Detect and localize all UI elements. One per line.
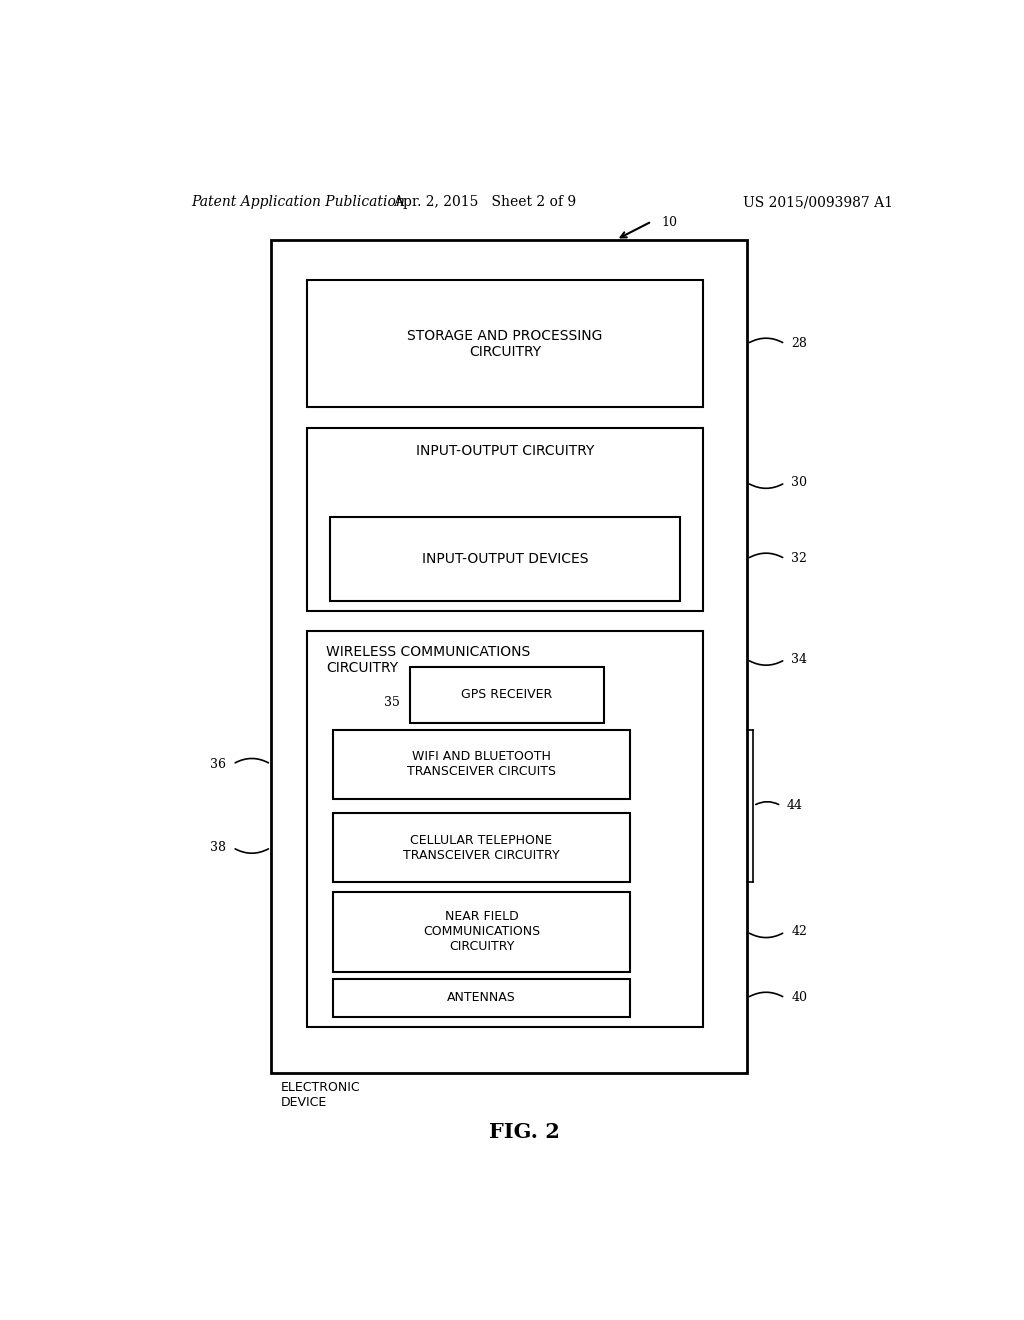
- Text: 30: 30: [792, 477, 808, 490]
- Text: 38: 38: [210, 841, 226, 854]
- Text: 35: 35: [384, 696, 400, 709]
- Text: Apr. 2, 2015   Sheet 2 of 9: Apr. 2, 2015 Sheet 2 of 9: [393, 195, 577, 209]
- Bar: [306, 428, 703, 611]
- Text: 40: 40: [792, 991, 808, 1005]
- Text: INPUT-OUTPUT DEVICES: INPUT-OUTPUT DEVICES: [422, 552, 588, 566]
- Text: STORAGE AND PROCESSING
CIRCUITRY: STORAGE AND PROCESSING CIRCUITRY: [408, 329, 603, 359]
- Bar: [333, 730, 631, 799]
- Text: NEAR FIELD
COMMUNICATIONS
CIRCUITRY: NEAR FIELD COMMUNICATIONS CIRCUITRY: [423, 911, 540, 953]
- Text: ANTENNAS: ANTENNAS: [447, 991, 516, 1005]
- Text: INPUT-OUTPUT CIRCUITRY: INPUT-OUTPUT CIRCUITRY: [416, 444, 594, 458]
- Text: 34: 34: [792, 653, 808, 667]
- Text: CELLULAR TELEPHONE
TRANSCEIVER CIRCUITRY: CELLULAR TELEPHONE TRANSCEIVER CIRCUITRY: [403, 833, 560, 862]
- Text: GPS RECEIVER: GPS RECEIVER: [462, 688, 553, 701]
- Text: US 2015/0093987 A1: US 2015/0093987 A1: [743, 195, 893, 209]
- Text: 42: 42: [792, 925, 807, 939]
- Bar: [410, 667, 604, 722]
- Text: 28: 28: [792, 338, 807, 350]
- Text: 10: 10: [662, 216, 677, 228]
- Text: ELECTRONIC
DEVICE: ELECTRONIC DEVICE: [281, 1081, 360, 1109]
- Bar: [306, 631, 703, 1027]
- Text: 32: 32: [792, 552, 807, 565]
- Text: 44: 44: [786, 800, 803, 812]
- Text: 36: 36: [210, 758, 226, 771]
- Text: Patent Application Publication: Patent Application Publication: [191, 195, 406, 209]
- Bar: [306, 280, 703, 408]
- Bar: [333, 978, 631, 1018]
- Bar: [270, 240, 748, 1073]
- Bar: [333, 892, 631, 972]
- Text: WIRELESS COMMUNICATIONS
CIRCUITRY: WIRELESS COMMUNICATIONS CIRCUITRY: [327, 645, 530, 676]
- Text: WIFI AND BLUETOOTH
TRANSCEIVER CIRCUITS: WIFI AND BLUETOOTH TRANSCEIVER CIRCUITS: [408, 750, 556, 779]
- Bar: [333, 813, 631, 882]
- Bar: [331, 517, 680, 601]
- Text: FIG. 2: FIG. 2: [489, 1122, 560, 1142]
